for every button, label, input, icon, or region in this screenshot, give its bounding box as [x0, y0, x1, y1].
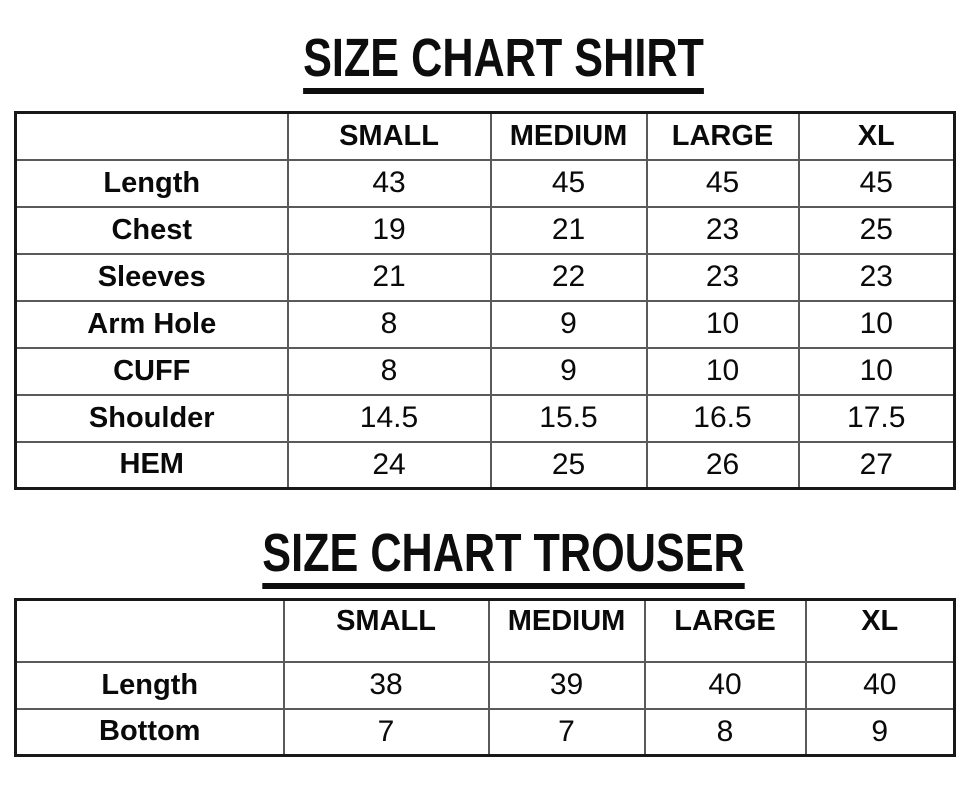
cell-value: 22 [489, 252, 648, 302]
cell-value: 9 [804, 707, 956, 757]
cell-value: 23 [645, 252, 800, 302]
table-row: CUFF 8 9 10 10 [14, 346, 956, 396]
cell-value: 10 [797, 299, 956, 349]
row-label: Arm Hole [14, 299, 289, 349]
trouser-size-table: SMALL MEDIUM LARGE XL Length 38 39 40 40… [14, 598, 956, 757]
corner-cell [14, 111, 289, 161]
row-label: Chest [14, 205, 289, 255]
cell-value: 25 [489, 440, 648, 490]
trouser-chart-title-text: SIZE CHART TROUSER [262, 526, 745, 589]
column-header-small: SMALL [282, 598, 490, 663]
corner-cell [14, 598, 285, 663]
cell-value: 19 [286, 205, 492, 255]
row-label: Sleeves [14, 252, 289, 302]
cell-value: 14.5 [286, 393, 492, 443]
row-label: Length [14, 158, 289, 208]
cell-value: 38 [282, 660, 490, 710]
shirt-chart-title-text: SIZE CHART SHIRT [303, 31, 704, 94]
cell-value: 8 [286, 346, 492, 396]
column-header-large: LARGE [643, 598, 807, 663]
cell-value: 17.5 [797, 393, 956, 443]
cell-value: 9 [489, 346, 648, 396]
shirt-chart-title: SIZE CHART SHIRT [0, 31, 965, 94]
column-header-large: LARGE [645, 111, 800, 161]
cell-value: 45 [797, 158, 956, 208]
cell-value: 10 [645, 346, 800, 396]
table-row: HEM 24 25 26 27 [14, 440, 956, 490]
cell-value: 7 [487, 707, 646, 757]
cell-value: 40 [804, 660, 956, 710]
cell-value: 16.5 [645, 393, 800, 443]
cell-value: 8 [286, 299, 492, 349]
cell-value: 7 [282, 707, 490, 757]
row-label: Bottom [14, 707, 285, 757]
table-row: Arm Hole 8 9 10 10 [14, 299, 956, 349]
table-row: Chest 19 21 23 25 [14, 205, 956, 255]
cell-value: 15.5 [489, 393, 648, 443]
cell-value: 23 [645, 205, 800, 255]
row-label: CUFF [14, 346, 289, 396]
table-row: Shoulder 14.5 15.5 16.5 17.5 [14, 393, 956, 443]
cell-value: 40 [643, 660, 807, 710]
table-row: Sleeves 21 22 23 23 [14, 252, 956, 302]
table-header-row: SMALL MEDIUM LARGE XL [14, 111, 956, 161]
column-header-small: SMALL [286, 111, 492, 161]
row-label: Shoulder [14, 393, 289, 443]
cell-value: 9 [489, 299, 648, 349]
cell-value: 8 [643, 707, 807, 757]
cell-value: 27 [797, 440, 956, 490]
cell-value: 43 [286, 158, 492, 208]
table-row: Bottom 7 7 8 9 [14, 707, 956, 757]
cell-value: 24 [286, 440, 492, 490]
row-label: HEM [14, 440, 289, 490]
cell-value: 23 [797, 252, 956, 302]
cell-value: 10 [645, 299, 800, 349]
shirt-size-table: SMALL MEDIUM LARGE XL Length 43 45 45 45… [14, 111, 956, 490]
cell-value: 26 [645, 440, 800, 490]
trouser-chart-title: SIZE CHART TROUSER [0, 526, 965, 589]
table-row: Length 43 45 45 45 [14, 158, 956, 208]
table-header-row: SMALL MEDIUM LARGE XL [14, 598, 956, 663]
cell-value: 21 [286, 252, 492, 302]
row-label: Length [14, 660, 285, 710]
column-header-xl: XL [804, 598, 956, 663]
cell-value: 25 [797, 205, 956, 255]
cell-value: 21 [489, 205, 648, 255]
column-header-xl: XL [797, 111, 956, 161]
table-row: Length 38 39 40 40 [14, 660, 956, 710]
cell-value: 10 [797, 346, 956, 396]
cell-value: 45 [645, 158, 800, 208]
cell-value: 45 [489, 158, 648, 208]
column-header-medium: MEDIUM [489, 111, 648, 161]
column-header-medium: MEDIUM [487, 598, 646, 663]
cell-value: 39 [487, 660, 646, 710]
